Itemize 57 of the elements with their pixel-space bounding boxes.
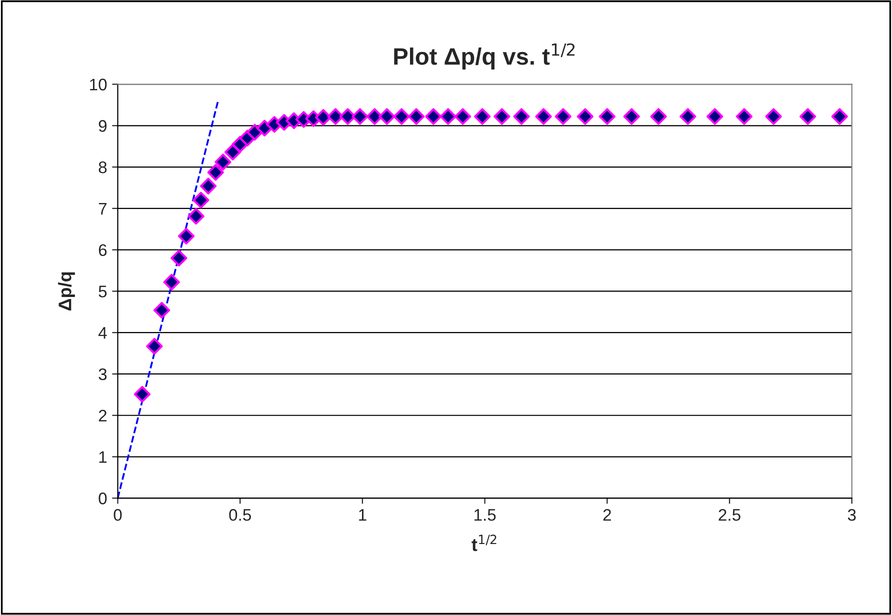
y-axis-title: Δp/q <box>58 272 75 310</box>
point <box>200 178 217 194</box>
point <box>207 164 224 181</box>
x-tick-label: 2 <box>603 509 611 521</box>
y-tick-label: 5 <box>98 286 107 298</box>
point <box>706 108 724 125</box>
y-tick-label: 2 <box>98 410 106 422</box>
y-tick-label: 10 <box>90 78 107 90</box>
point <box>408 108 425 125</box>
point <box>352 108 368 125</box>
y-tick-label: 4 <box>98 327 107 339</box>
point <box>163 274 180 290</box>
point <box>736 108 753 125</box>
y-tick-label: 9 <box>98 120 107 132</box>
point <box>765 108 782 125</box>
x-tick-label: 0.5 <box>229 509 251 521</box>
point <box>680 108 696 125</box>
point <box>134 386 151 403</box>
point <box>799 108 816 125</box>
point <box>474 108 491 125</box>
point <box>440 108 456 125</box>
point <box>146 338 163 355</box>
x-axis-title: t$^{1/2}$ <box>472 534 496 552</box>
point <box>425 108 442 125</box>
y-tick-label: 6 <box>98 244 107 256</box>
x-tick-label: 0 <box>114 509 122 521</box>
point <box>513 108 530 125</box>
y-tick-label: 1 <box>99 451 107 463</box>
point <box>188 208 204 225</box>
point <box>576 108 594 125</box>
point <box>623 108 640 125</box>
y-tick-label: 8 <box>98 161 107 174</box>
point <box>214 154 232 170</box>
y-tick-label: 7 <box>98 202 106 214</box>
x-tick-label: 1.5 <box>474 509 496 521</box>
y-tick-label: 0 <box>98 492 107 504</box>
point <box>378 108 396 125</box>
x-tick-label: 1 <box>359 509 366 521</box>
point <box>153 302 170 319</box>
point <box>327 108 344 125</box>
x-tick-label: 3 <box>848 509 856 521</box>
point <box>831 108 848 125</box>
point <box>598 108 616 125</box>
chart-title: Plot Δp/q vs. t$^{1/2}$ <box>394 43 575 70</box>
point <box>554 108 572 125</box>
x-tick-label: 2.5 <box>718 509 740 521</box>
point <box>650 108 667 125</box>
point <box>224 144 242 160</box>
point <box>192 192 210 208</box>
point <box>314 109 332 126</box>
point <box>454 108 472 125</box>
y-tick-label: 3 <box>98 368 107 380</box>
point <box>170 250 188 266</box>
point <box>178 228 195 244</box>
point <box>393 108 410 125</box>
point <box>494 108 510 125</box>
point <box>535 108 552 125</box>
